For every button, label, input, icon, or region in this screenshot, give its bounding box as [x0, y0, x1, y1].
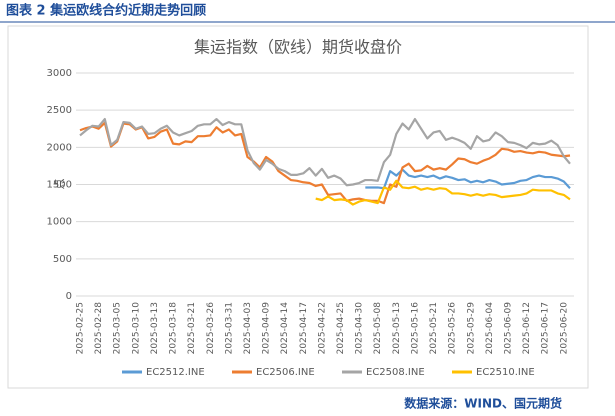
chart-title: 集运指数（欧线）期货收盘价 [194, 38, 402, 57]
x-tick-label: 2025-03-10 [131, 302, 141, 355]
x-tick-label: 2025-03-31 [224, 302, 234, 354]
x-tick-label: 2025-03-13 [150, 302, 160, 354]
y-tick-label: 1500 [47, 180, 72, 191]
legend-label: EC2506.INE [256, 367, 315, 378]
x-tick-label: 2025-04-14 [280, 302, 290, 355]
legend-label: EC2510.INE [476, 367, 535, 378]
x-tick-label: 2025-05-16 [410, 302, 420, 355]
x-tick-label: 2025-03-21 [187, 302, 197, 354]
x-tick-label: 2025-02-28 [94, 302, 104, 355]
x-tick-label: 2025-06-04 [485, 302, 495, 355]
chart-frame [7, 25, 589, 389]
y-tick-label: 1000 [47, 217, 72, 228]
y-tick-label: 2000 [47, 142, 72, 153]
x-tick-label: 2025-04-30 [355, 302, 365, 355]
x-tick-label: 2025-04-25 [336, 302, 346, 354]
header-title: 图表 2 集运欧线合约近期走势回顾 [6, 3, 206, 19]
x-tick-label: 2025-02-25 [76, 302, 86, 354]
x-tick-label: 2025-04-22 [317, 302, 327, 354]
x-tick-label: 2025-05-08 [373, 302, 383, 355]
series-line [315, 179, 571, 206]
y-tick-label: 3000 [47, 68, 72, 79]
x-tick-label: 2025-05-21 [429, 302, 439, 354]
series-line [79, 121, 571, 205]
x-tick-label: 2025-04-09 [262, 302, 272, 355]
x-tick-label: 2025-06-12 [522, 302, 532, 354]
y-tick-label: 0 [66, 291, 72, 302]
x-tick-label: 2025-06-09 [503, 302, 513, 355]
x-tick-label: 2025-03-18 [169, 302, 179, 355]
x-tick-label: 2025-03-05 [113, 302, 123, 354]
legend-label: EC2512.INE [146, 367, 205, 378]
x-tick-label: 2025-06-20 [559, 302, 569, 355]
x-tick-label: 2025-05-26 [448, 302, 458, 355]
x-tick-label: 2025-05-13 [392, 302, 402, 354]
x-tick-label: 2025-04-03 [243, 302, 253, 354]
series-line [79, 117, 571, 187]
x-tick-label: 2025-04-17 [299, 302, 309, 354]
source: 数据来源：WIND、国元期货 [404, 396, 562, 411]
x-tick-label: 2025-06-17 [541, 302, 551, 354]
y-tick-label: 500 [53, 254, 72, 265]
x-tick-label: 2025-03-26 [206, 302, 216, 355]
x-tick-label: 2025-05-29 [466, 302, 476, 355]
series-line [365, 168, 571, 190]
y-axis-label: 点 [53, 179, 66, 190]
y-tick-label: 2500 [47, 105, 72, 116]
legend-label: EC2508.INE [366, 367, 425, 378]
